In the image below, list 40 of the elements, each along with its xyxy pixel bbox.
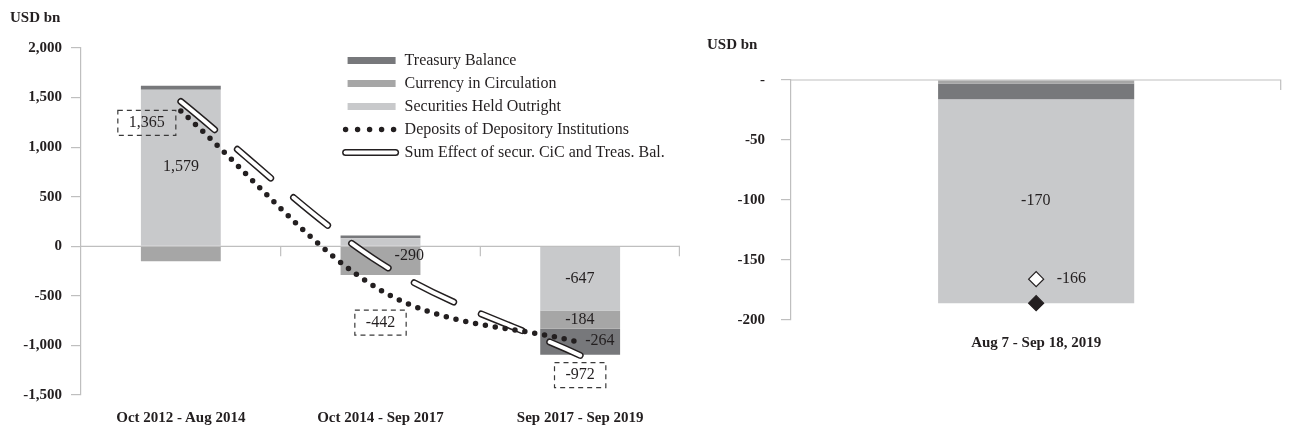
y-tick-label: 0 [54,237,62,254]
y-tick-label: 1,000 [28,138,62,155]
legend-label: Securities Held Outright [404,96,562,115]
y-tick-label: - [760,70,765,87]
y-tick-label: -150 [737,250,765,267]
y-tick-label: -200 [737,310,765,327]
legend-label: Treasury Balance [404,50,517,69]
data-label: -972 [565,365,595,383]
y-axis-title: USD bn [10,8,62,25]
data-label: -166 [1056,269,1086,287]
bar [938,80,1135,84]
y-tick-label: 1,500 [28,88,62,105]
x-tick-label: Sep 2017 - Sep 2019 [516,408,644,425]
y-tick-label: -1,000 [23,336,62,353]
legend-label: Sum Effect of secur. CiC and Treas. Bal. [404,142,665,160]
x-tick-label: Aug 7 - Sep 18, 2019 [971,333,1102,350]
y-axis-title: USD bn [707,35,759,52]
data-label: 1,579 [162,157,199,175]
y-tick-label: -1,500 [23,385,62,402]
bar [540,310,621,329]
bar [938,83,1135,100]
y-tick-label: 500 [39,187,62,204]
data-label: 1,365 [128,113,165,131]
data-label: -184 [565,310,595,328]
legend-label: Currency in Circulation [404,73,557,92]
y-tick-label: -100 [737,190,765,207]
bar [140,246,221,262]
data-label: -442 [365,312,396,330]
x-tick-label: Oct 2012 - Aug 2014 [116,408,246,425]
data-label: -647 [565,268,595,286]
bar [140,85,221,90]
y-tick-label: 2,000 [28,38,62,55]
data-label: -170 [1021,190,1051,208]
y-tick-label: -50 [745,130,765,147]
bar [340,235,421,239]
x-tick-label: Oct 2014 - Sep 2017 [317,408,445,425]
data-label: -264 [585,331,615,349]
bar [938,99,1135,304]
legend-label: Deposits of Depository Institutions [404,119,630,138]
y-tick-label: -500 [34,286,62,303]
